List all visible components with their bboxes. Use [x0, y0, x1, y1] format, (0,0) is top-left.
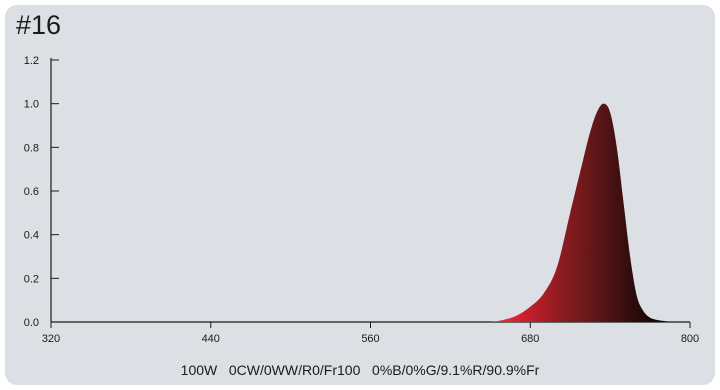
x-tick-label: 560	[361, 333, 379, 345]
y-tick-label: 0.2	[24, 273, 39, 285]
chart-title: #16	[16, 10, 62, 40]
chart-caption: 100W 0CW/0WW/R0/Fr100 0%B/0%G/9.1%R/90.9…	[180, 362, 540, 378]
y-tick-label: 0.0	[24, 317, 39, 329]
spectrum-area	[490, 103, 671, 323]
y-tick-label: 0.8	[24, 142, 39, 154]
y-tick-label: 0.4	[24, 230, 39, 242]
plot-area	[490, 103, 671, 323]
x-tick-label: 680	[521, 333, 539, 345]
x-tick-label: 320	[42, 333, 60, 345]
y-tick-label: 0.6	[24, 186, 39, 198]
x-tick-label: 800	[681, 333, 699, 345]
y-tick-label: 1.2	[24, 55, 39, 67]
x-tick-label: 440	[202, 333, 220, 345]
y-tick-label: 1.0	[24, 99, 39, 111]
